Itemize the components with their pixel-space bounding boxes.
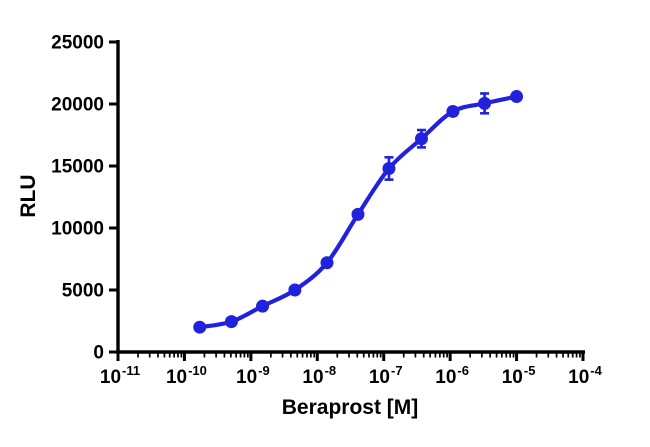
data-point xyxy=(382,161,396,175)
x-tick-label: 10-6 xyxy=(435,363,469,388)
axes xyxy=(116,40,585,354)
data-point xyxy=(288,283,302,297)
data-point xyxy=(446,104,460,118)
data-point xyxy=(351,207,365,221)
y-tick-label: 25000 xyxy=(51,33,104,54)
x-tick-label: 10-10 xyxy=(166,363,207,388)
data-point xyxy=(478,96,492,110)
x-tick-label: 10-4 xyxy=(568,363,602,388)
x-tick-label: 10-11 xyxy=(100,363,140,388)
x-tick-label: 10-9 xyxy=(236,363,270,388)
data-point xyxy=(224,315,238,329)
x-tick-label: 10-8 xyxy=(302,363,336,388)
data-point xyxy=(193,320,207,334)
x-tick-label: 10-7 xyxy=(369,363,403,388)
data-points xyxy=(193,90,524,334)
y-axis-ticks: 0 5000 10000 15000 20000 25000 xyxy=(51,33,118,364)
y-tick-label: 15000 xyxy=(51,157,104,178)
y-tick-label: 20000 xyxy=(51,95,104,116)
data-point xyxy=(510,90,524,104)
x-axis-label: Beraprost [M] xyxy=(281,396,419,419)
y-tick-label: 5000 xyxy=(62,281,104,302)
data-point xyxy=(320,256,334,270)
y-tick-label: 0 xyxy=(93,343,104,364)
y-tick-label: 10000 xyxy=(51,219,104,240)
data-point xyxy=(256,299,270,313)
data-point xyxy=(414,132,428,146)
y-axis-label: RLU xyxy=(17,174,40,218)
x-tick-label: 10-5 xyxy=(502,363,536,388)
x-axis-ticks: 10-11 10-10 10-9 10-8 10-7 10-6 10-5 10-4 xyxy=(100,352,603,388)
